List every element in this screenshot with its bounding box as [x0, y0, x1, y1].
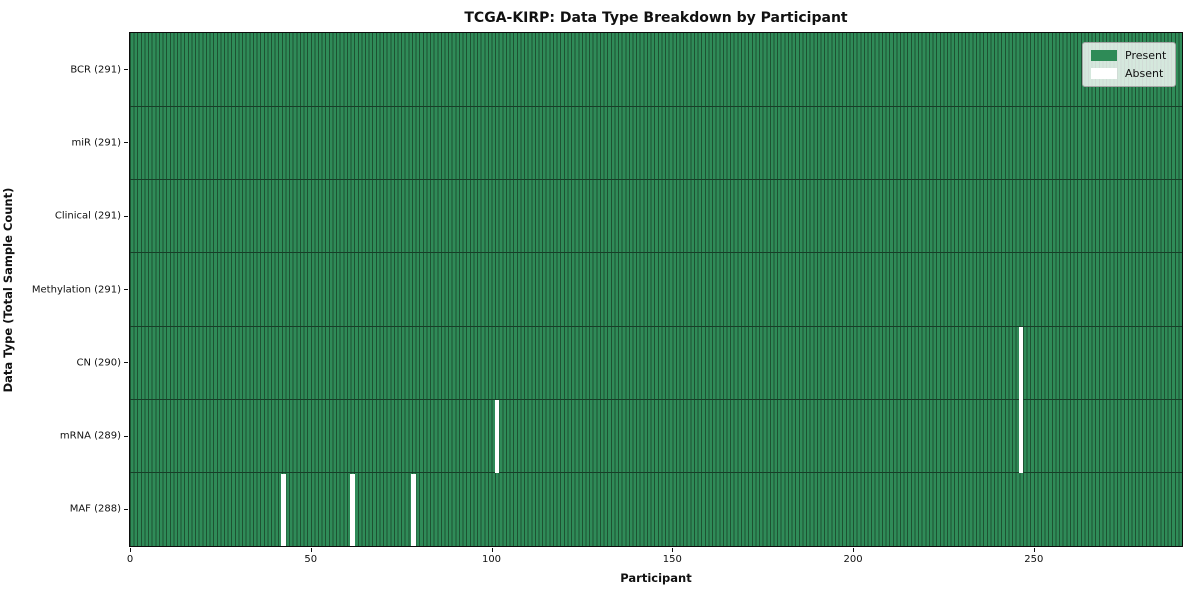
row-boundary-line: [130, 398, 1182, 400]
ytick-mark-mRNA: [124, 435, 128, 437]
legend: Present Absent: [1082, 42, 1177, 87]
xtick-mark-100: [491, 548, 493, 552]
chart-title: TCGA-KIRP: Data Type Breakdown by Partic…: [464, 10, 848, 26]
legend-label-present: Present: [1125, 49, 1167, 62]
row-boundary-line: [130, 179, 1182, 181]
legend-swatch-absent: [1091, 68, 1117, 79]
ytick-mark-BCR: [124, 69, 128, 71]
ytick-label-MAF: MAF (288): [69, 503, 121, 515]
xtick-mark-0: [130, 548, 131, 552]
row-boundary-line: [130, 252, 1182, 254]
absent-bar-mRNA-246: [1018, 400, 1024, 473]
absent-bar-MAF-61: [350, 473, 355, 546]
ytick-mark-Methylation: [124, 289, 128, 290]
xtick-mark-200: [853, 548, 855, 552]
legend-entry-present: Present: [1091, 49, 1166, 62]
xtick-mark-250: [1033, 548, 1035, 552]
legend-label-absent: Absent: [1125, 67, 1164, 80]
y-axis-label: Data Type (Total Sample Count): [1, 187, 15, 393]
row-boundary-line: [130, 325, 1182, 327]
absent-bar-CN-246: [1018, 327, 1024, 401]
ytick-label-mRNA: mRNA (289): [59, 430, 121, 442]
xtick-label-100: 100: [481, 554, 502, 565]
row-boundary-line: [130, 472, 1182, 474]
ytick-label-Clinical: Clinical (291): [54, 210, 121, 222]
legend-entry-absent: Absent: [1091, 67, 1166, 80]
absent-bar-MAF-78: [411, 473, 417, 546]
absent-bar-mRNA-101: [494, 400, 500, 473]
xtick-mark-50: [310, 548, 312, 552]
ytick-label-BCR: BCR (291): [70, 64, 121, 76]
xtick-label-0: 0: [126, 554, 134, 565]
row-boundary-line: [130, 105, 1182, 107]
legend-swatch-present: [1091, 50, 1117, 61]
xtick-label-250: 250: [1024, 554, 1044, 565]
ytick-mark-miR: [124, 142, 128, 144]
xtick-mark-150: [672, 548, 674, 552]
absent-bar-MAF-42: [281, 473, 286, 546]
xtick-label-50: 50: [304, 554, 318, 565]
xtick-label-200: 200: [843, 554, 863, 565]
ytick-label-Methylation: Methylation (291): [31, 284, 121, 295]
ytick-mark-Clinical: [124, 215, 128, 217]
plot-area: [129, 32, 1183, 547]
ytick-label-miR: miR (291): [71, 137, 121, 149]
ytick-mark-MAF: [124, 508, 128, 510]
xtick-label-150: 150: [662, 554, 682, 565]
x-axis-label: Participant: [620, 571, 692, 585]
ytick-label-CN: CN (290): [76, 357, 121, 369]
ytick-mark-CN: [124, 362, 128, 364]
